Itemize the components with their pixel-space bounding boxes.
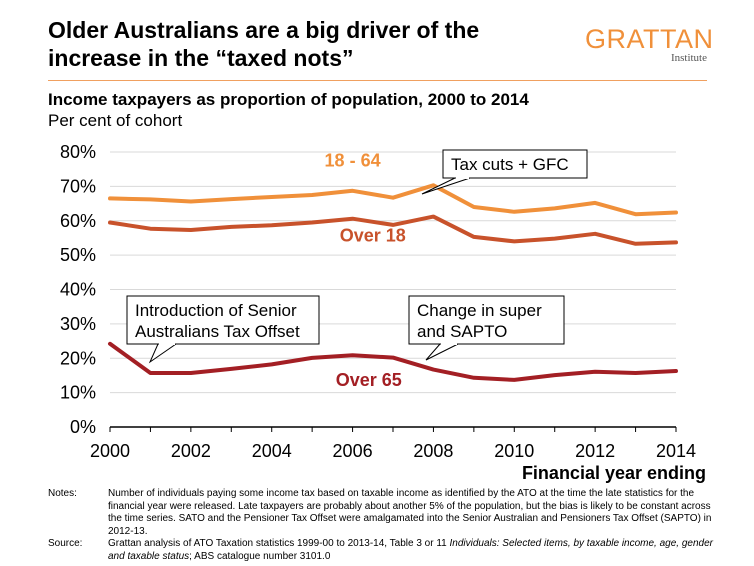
header-divider xyxy=(48,80,707,81)
y-tick-label: 30% xyxy=(60,314,96,334)
annotation-box-1 xyxy=(126,295,320,345)
x-tick-label: 2006 xyxy=(333,441,373,461)
annotation-line: Australians Tax Offset xyxy=(135,322,300,341)
y-tick-label: 40% xyxy=(60,280,96,300)
logo-wordmark: GRATTAN xyxy=(585,24,714,54)
source-text: Grattan analysis of ATO Taxation statist… xyxy=(108,538,720,563)
x-tick-label: 2012 xyxy=(575,441,615,461)
notes-label: Notes: xyxy=(48,488,77,499)
annotation-text-0: Tax cuts + GFC xyxy=(451,155,569,174)
annotation-box-2 xyxy=(408,295,565,345)
source-row: Source: Grattan analysis of ATO Taxation… xyxy=(48,538,720,563)
annotation-text-1: Introduction of Senior Australians Tax Of… xyxy=(135,301,300,341)
series-line-1 xyxy=(108,214,678,246)
annotation-pointer-1 xyxy=(148,343,178,364)
series-label-1: Over 18 xyxy=(340,226,406,246)
source-label: Source: xyxy=(48,538,83,550)
annotation-line: Introduction of Senior xyxy=(135,301,297,320)
x-tick-label: 2010 xyxy=(494,441,534,461)
y-tick-label: 80% xyxy=(60,142,96,162)
x-axis-title: Financial year ending xyxy=(522,463,706,483)
y-tick-label: 70% xyxy=(60,176,96,196)
y-tick-label: 50% xyxy=(60,245,96,265)
source-text-part2: ; ABS catalogue number 3101.0 xyxy=(189,550,331,562)
x-tick-label: 2014 xyxy=(656,441,696,461)
chart-title: Income taxpayers as proportion of popula… xyxy=(48,90,529,109)
series-line-2 xyxy=(108,341,678,382)
series-label-0: 18 - 64 xyxy=(325,150,381,170)
x-tick-label: 2008 xyxy=(413,441,453,461)
x-tick-label: 2002 xyxy=(171,441,211,461)
y-tick-label: 20% xyxy=(60,348,96,368)
annotation-box-0 xyxy=(442,149,588,179)
logo-subtext: Institute xyxy=(670,52,707,64)
annotation-pointer-2 xyxy=(425,343,459,361)
y-tick-label: 0% xyxy=(70,417,96,437)
annotation-line: Change in super xyxy=(417,301,542,320)
footnotes: Notes: Number of individuals paying some… xyxy=(48,488,720,564)
x-tick-label: 2004 xyxy=(252,441,292,461)
notes-text: Number of individuals paying some income… xyxy=(108,488,712,537)
series-line-0 xyxy=(108,183,678,217)
source-text-part1: Grattan analysis of ATO Taxation statist… xyxy=(108,538,450,550)
x-tick-label: 2000 xyxy=(90,441,130,461)
y-tick-label: 10% xyxy=(60,383,96,403)
y-tick-label: 60% xyxy=(60,211,96,231)
grattan-logo: GRATTAN Institute xyxy=(585,24,714,65)
annotation-line: Tax cuts + GFC xyxy=(451,155,569,174)
series-label-2: Over 65 xyxy=(336,370,402,390)
page-title: Older Australians are a big driver of th… xyxy=(48,17,480,71)
source-text-italic: Individuals: Selected items, by taxable … xyxy=(108,538,713,562)
annotation-text-2: Change in super and SAPTO xyxy=(417,301,542,341)
annotation-line: and SAPTO xyxy=(417,322,507,341)
notes-row: Notes: Number of individuals paying some… xyxy=(48,488,720,538)
chart-subtitle: Per cent of cohort xyxy=(48,111,183,130)
